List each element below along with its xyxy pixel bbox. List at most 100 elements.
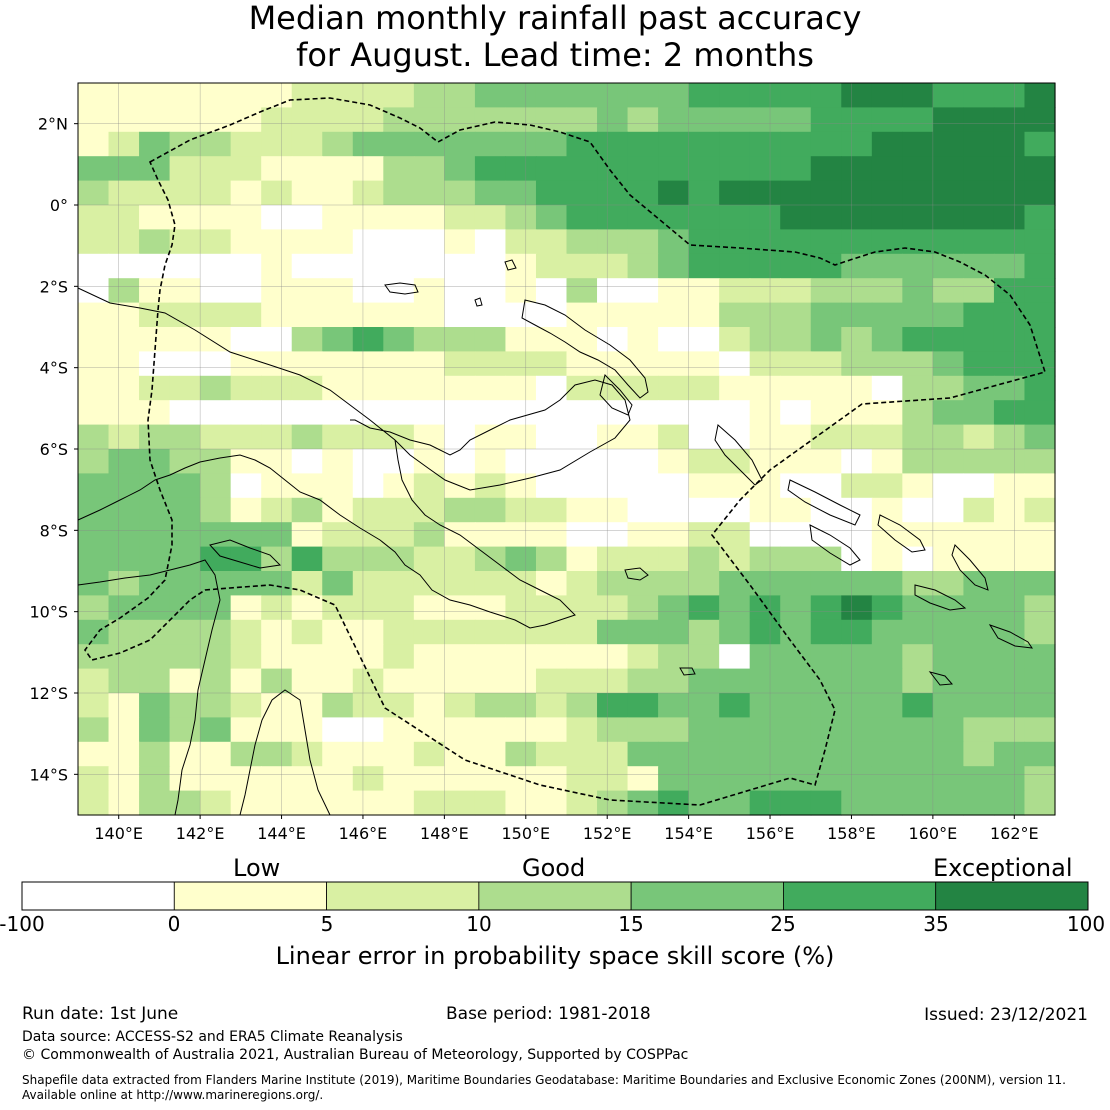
grid-cell	[413, 131, 445, 157]
grid-cell	[688, 205, 720, 230]
grid-cell	[169, 644, 201, 670]
grid-cell	[230, 229, 262, 255]
grid-cell	[230, 668, 262, 694]
tick-label-lon: 162°E	[990, 824, 1039, 843]
base-period: Base period: 1981-2018	[446, 1004, 651, 1024]
grid-cell	[230, 522, 262, 548]
grid-cell	[780, 449, 812, 474]
coastline-solomon-c	[877, 514, 926, 553]
grid-cell	[597, 546, 629, 572]
grid-cell	[993, 497, 1026, 523]
grid-cell	[413, 83, 445, 108]
grid-cell	[810, 571, 842, 596]
grid-cell	[474, 83, 507, 108]
grid-cell	[963, 351, 995, 377]
grid-cell	[535, 302, 568, 328]
grid-cell	[871, 107, 903, 133]
grid-cell	[932, 229, 965, 255]
grid-cell	[108, 278, 140, 304]
grid-cell	[291, 302, 323, 328]
grid-cell	[810, 83, 842, 108]
tick-label-lon: 160°E	[909, 824, 958, 843]
grid-cell	[200, 717, 232, 743]
grid-cell	[810, 717, 842, 743]
grid-cell	[261, 205, 293, 230]
grid-cell	[230, 497, 262, 523]
grid-cell	[505, 131, 537, 157]
grid-cell	[993, 644, 1026, 670]
grid-cell	[230, 693, 262, 718]
grid-cell	[505, 449, 537, 474]
grid-cell	[841, 131, 873, 157]
grid-cell	[658, 668, 690, 694]
grid-cell	[352, 156, 384, 182]
grid-cell	[658, 717, 690, 743]
grid-cell	[810, 375, 842, 401]
grid-cell	[322, 156, 354, 182]
grid-cell	[230, 327, 262, 352]
colorbar-tick-minus100: -100	[0, 912, 45, 936]
grid-cell	[474, 180, 507, 206]
grid-cell	[902, 278, 934, 304]
grid-cell	[200, 449, 232, 474]
grid-cell	[261, 546, 293, 572]
grid-cell	[169, 229, 201, 255]
grid-cell	[719, 131, 751, 157]
grid-cell	[444, 351, 476, 377]
grid-cell	[993, 790, 1026, 816]
grid-cell	[261, 497, 293, 523]
coastline-solomon-b	[809, 524, 861, 566]
grid-cell	[841, 473, 873, 499]
grid-cell	[932, 83, 965, 108]
grid-cell	[230, 83, 262, 108]
grid-cell	[658, 619, 690, 645]
grid-cell	[291, 278, 323, 304]
grid-cell	[505, 327, 537, 352]
grid-cell	[291, 644, 323, 670]
grid-cell	[322, 424, 354, 450]
grid-cell	[1024, 83, 1056, 108]
grid-cell	[352, 302, 384, 328]
grid-cell	[230, 302, 262, 328]
run-date: Run date: 1st June	[22, 1004, 179, 1024]
grid-cell	[749, 693, 781, 718]
grid-cell	[597, 473, 629, 499]
grid-cell	[749, 302, 781, 328]
grid-cell	[1024, 424, 1056, 450]
grid-cell	[535, 205, 568, 230]
grid-cell	[963, 375, 995, 401]
grid-cell	[505, 351, 537, 377]
grid-cell	[444, 717, 476, 743]
grid-cell	[261, 156, 293, 182]
grid-cell	[261, 717, 293, 743]
grid-cell	[719, 327, 751, 352]
grid-cell	[1024, 546, 1056, 572]
grid-cell	[871, 790, 903, 816]
grid-cell	[383, 522, 415, 548]
grid-cell	[322, 522, 354, 548]
grid-cell	[841, 546, 873, 572]
grid-cell	[200, 693, 232, 718]
grid-cell	[139, 693, 171, 718]
grid-cell	[719, 229, 751, 255]
grid-cell	[566, 205, 598, 230]
grid-cell	[810, 180, 842, 206]
grid-cell	[78, 180, 110, 206]
grid-cell	[505, 497, 537, 523]
grid-cell	[566, 156, 598, 182]
grid-cell	[230, 253, 262, 279]
grid-cell	[200, 546, 232, 572]
grid-cell	[230, 107, 262, 133]
grid-cell	[810, 668, 842, 694]
grid-cell	[78, 424, 110, 450]
grid-cell	[902, 522, 934, 548]
grid-cell	[963, 741, 995, 767]
grid-cell	[963, 131, 995, 157]
grid-cell	[169, 156, 201, 182]
grid-cell	[627, 595, 659, 621]
grid-cell	[780, 693, 812, 718]
grid-cell	[963, 229, 995, 255]
grid-cell	[810, 595, 842, 621]
grid-cell	[871, 180, 903, 206]
grid-cell	[932, 644, 965, 670]
